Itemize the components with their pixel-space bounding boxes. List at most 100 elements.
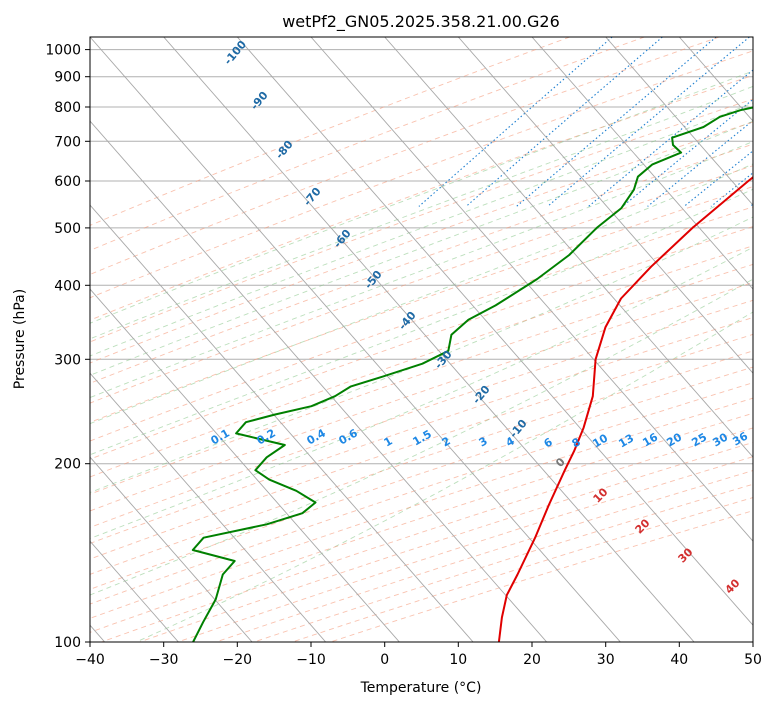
dry-adiabat-line (90, 74, 753, 321)
dry-adiabat-label: -90 (248, 89, 271, 113)
moist-adiabat-line (90, 140, 753, 399)
y-tick-label: 600 (54, 174, 81, 190)
x-tick-label: −30 (149, 652, 179, 668)
dry-adiabats (90, 37, 753, 642)
mixing-ratio-line (547, 37, 750, 207)
isotherm-line (752, 37, 753, 38)
mixing-ratio-label: 0.6 (337, 426, 361, 447)
moist-adiabat-line (90, 102, 753, 357)
mixing-ratio-line (465, 37, 663, 207)
dry-adiabat-label: -50 (362, 268, 385, 292)
isotherm-line (678, 37, 753, 122)
moist-adiabat-line (90, 216, 753, 493)
isotherm-line (90, 372, 327, 642)
dry-adiabat-line (90, 37, 645, 251)
isotherm-line (90, 37, 621, 642)
moist-adiabat-line (135, 311, 753, 642)
mixing-ratio-lines (418, 37, 753, 207)
dry-adiabat-line (90, 282, 753, 512)
dry-adiabat-label: -100 (221, 38, 249, 68)
mixing-ratio-line (588, 69, 753, 207)
isotherm-line (310, 37, 753, 542)
dewpoint-profile-line (191, 106, 753, 642)
mixing-ratio-label: 1 (382, 434, 395, 449)
dry-adiabat-line (90, 350, 753, 575)
moist-adiabats (90, 70, 753, 642)
dry-adiabat-line (90, 121, 753, 364)
x-tick-label: 0 (380, 652, 389, 668)
dry-adiabat-label: -60 (331, 227, 354, 251)
isotherm-line (163, 37, 695, 642)
mixing-ratio-label: 8 (570, 435, 583, 450)
dry-adiabat-line (90, 333, 753, 560)
dry-adiabat-line (90, 37, 720, 275)
dry-adiabat-line (90, 98, 753, 343)
mixing-ratio-label: 0.2 (255, 426, 278, 447)
moist-adiabat-line (90, 163, 753, 425)
mixing-ratio-label: 13 (616, 432, 636, 451)
isotherm-line (531, 37, 753, 290)
dry-adiabat-line (90, 263, 753, 495)
dry-adiabat-line (292, 497, 753, 642)
y-tick-label: 1000 (45, 43, 81, 59)
isotherm-line (90, 204, 474, 642)
y-tick-label: 100 (54, 635, 81, 651)
plot-frame (89, 36, 754, 643)
y-tick-label: 800 (54, 100, 81, 116)
y-tick-label: 200 (54, 457, 81, 473)
y-tick-label: 400 (54, 278, 81, 294)
moist-adiabat-line (90, 120, 753, 376)
x-axis-ticks: −40 −30 −20 −10 0 10 20 30 40 50 (75, 642, 762, 668)
mixing-ratio-label: 1.5 (411, 427, 434, 448)
x-axis-label: Temperature (°C) (360, 680, 482, 696)
x-tick-label: 20 (523, 652, 541, 668)
isobar-grid (90, 49, 753, 643)
isotherm-line (236, 37, 753, 626)
y-axis-ticks: 100 200 300 400 500 600 700 800 900 1000 (45, 43, 90, 651)
dry-adiabat-line (330, 510, 753, 642)
x-tick-label: 50 (744, 652, 762, 668)
moist-adiabat-line (90, 278, 753, 596)
mixing-ratio-label: 0.1 (209, 426, 232, 447)
dry-adiabat-line (90, 50, 753, 299)
dry-adiabat-line (90, 206, 753, 442)
y-tick-label: 300 (54, 352, 81, 368)
y-axis-label: Pressure (hPa) (12, 289, 28, 389)
mixing-ratio-label: 36 (730, 429, 750, 448)
isotherm-line (605, 37, 753, 206)
chart-title: wetPf2_GN05.2025.358.21.00.G26 (282, 12, 560, 32)
dry-adiabat-line (90, 245, 753, 478)
dry-adiabat-line (90, 165, 753, 404)
x-tick-label: −20 (223, 652, 253, 668)
isotherm-line (457, 37, 753, 374)
moist-adiabat-label: 30 (676, 545, 696, 565)
isotherm-line (90, 288, 400, 642)
dry-adiabat-label: -40 (396, 309, 419, 333)
temperature-profile-line (497, 176, 753, 642)
dry-adiabat-line (90, 37, 570, 226)
dry-adiabat-line (215, 470, 753, 642)
isotherm-grid (90, 37, 753, 642)
x-tick-label: 40 (670, 652, 688, 668)
x-tick-label: 10 (449, 652, 467, 668)
mixing-ratio-label: 3 (477, 434, 490, 449)
isotherm-line (90, 120, 548, 642)
dry-adiabat-line (90, 299, 753, 528)
isotherm-line (384, 37, 753, 458)
dry-adiabat-line (90, 186, 753, 423)
x-tick-label: 30 (597, 652, 615, 668)
y-tick-label: 500 (54, 221, 81, 237)
mixing-ratio-label: 30 (710, 430, 730, 449)
mixing-ratio-label: 2 (440, 434, 453, 449)
dry-adiabat-line (90, 317, 753, 544)
mixing-ratio-line (749, 203, 753, 207)
moist-adiabat-line (90, 188, 753, 456)
moist-adiabat-line (90, 246, 753, 540)
moist-adiabat-line (90, 85, 753, 340)
mixing-ratio-label: 20 (664, 430, 684, 449)
mixing-ratio-line (647, 119, 753, 207)
mixing-ratio-label: 10 (590, 431, 610, 450)
dry-adiabat-line (90, 226, 753, 460)
dry-adiabat-line (254, 483, 753, 642)
